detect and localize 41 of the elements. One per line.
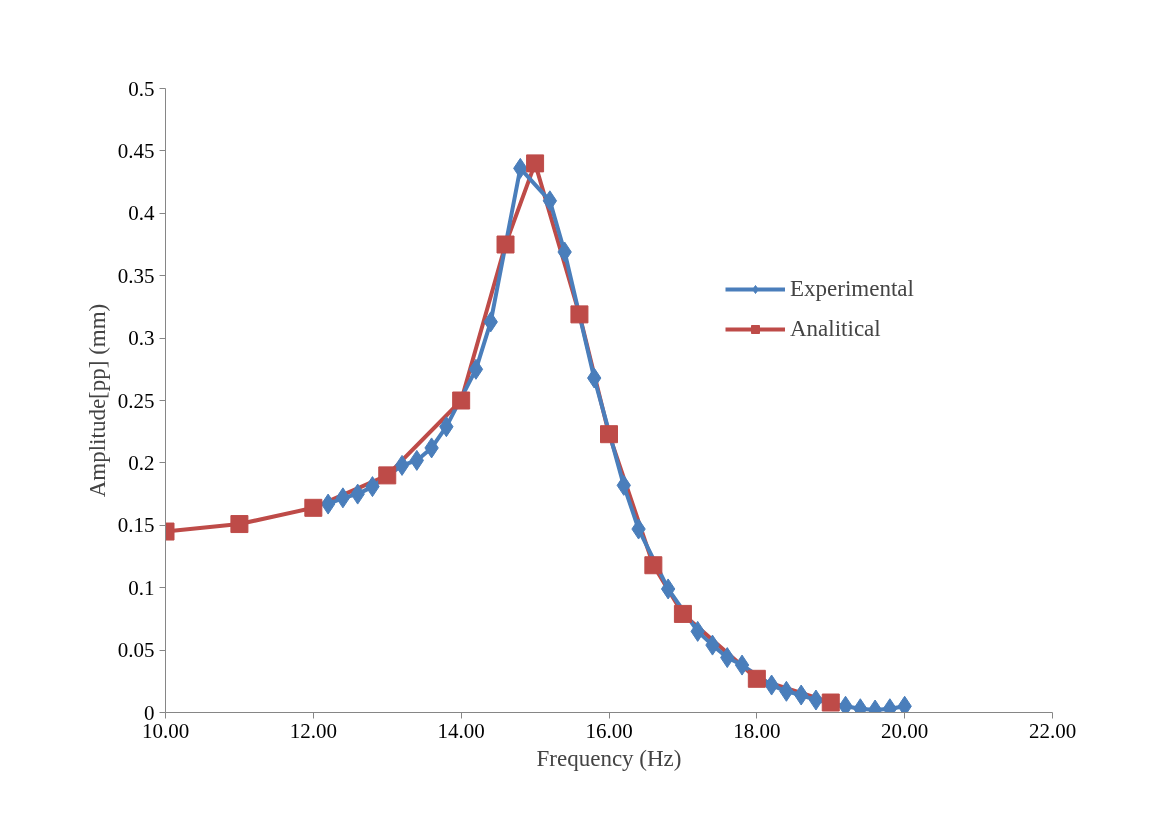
y-axis-title: Amplitude[pp] (mm) xyxy=(84,303,110,498)
point xyxy=(808,689,824,711)
point xyxy=(747,669,766,688)
x-tick-label: 20.00 xyxy=(881,718,929,743)
y-tick-label: 0.05 xyxy=(117,638,155,663)
x-tick-label: 12.00 xyxy=(289,718,337,743)
y-tick-label: 0.35 xyxy=(117,263,155,288)
x-tick-label: 22.00 xyxy=(1028,718,1077,743)
point xyxy=(304,498,323,517)
point xyxy=(526,154,545,173)
point xyxy=(335,487,351,509)
point xyxy=(378,466,397,485)
point xyxy=(542,190,558,212)
point xyxy=(570,305,589,324)
y-tick-label: 0.45 xyxy=(117,138,155,163)
point xyxy=(734,654,750,676)
legend-label: Analitical xyxy=(790,316,881,342)
x-axis-title: Frequency (Hz) xyxy=(536,745,682,771)
point xyxy=(673,604,692,623)
y-tick-label: 0.4 xyxy=(128,201,155,226)
y-tick-label: 0.1 xyxy=(128,575,155,600)
point xyxy=(394,454,410,476)
x-tick-label: 16.00 xyxy=(585,718,633,743)
point xyxy=(600,425,618,444)
legend-label: Experimental xyxy=(790,276,914,302)
point xyxy=(320,493,336,515)
y-tick-label: 0.5 xyxy=(128,76,155,101)
y-tick-label: 0.25 xyxy=(117,388,155,413)
x-tick-label: 14.00 xyxy=(437,718,485,743)
point xyxy=(230,515,249,534)
y-tick-label: 0.3 xyxy=(128,326,155,351)
point xyxy=(644,556,663,575)
point xyxy=(660,578,676,600)
point xyxy=(452,391,471,410)
point xyxy=(468,358,484,380)
y-tick-label: 0 xyxy=(144,700,155,725)
point xyxy=(821,693,840,712)
point xyxy=(496,235,515,254)
x-tick-label: 18.00 xyxy=(733,718,781,743)
y-tick-label: 0.15 xyxy=(117,513,155,538)
y-tick-label: 0.2 xyxy=(128,450,155,475)
